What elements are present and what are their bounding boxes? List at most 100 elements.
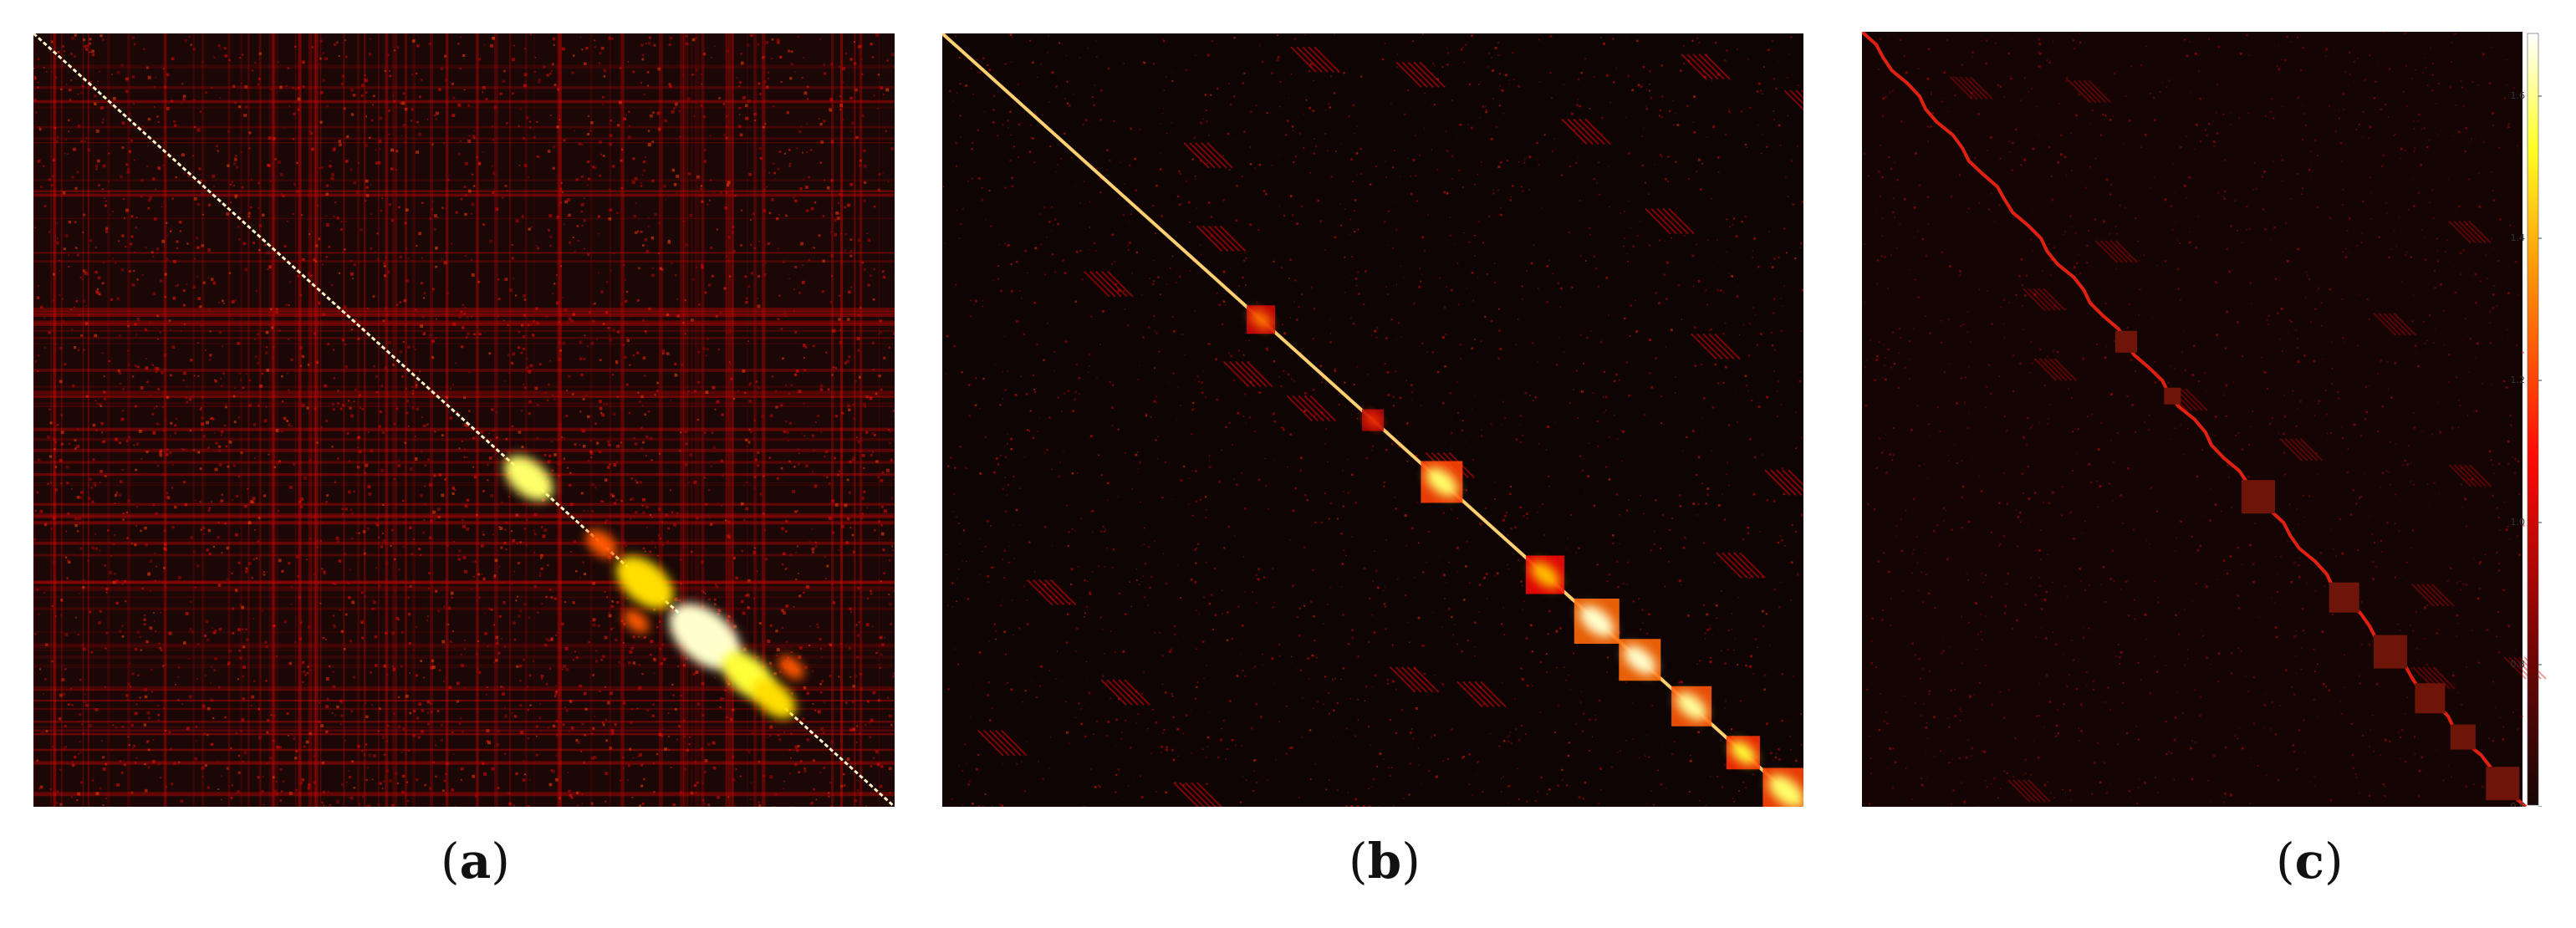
heatmap-a-speckle <box>88 724 92 727</box>
heatmap-a-speckle <box>285 84 288 87</box>
heatmap-a-speckle <box>186 400 188 404</box>
heatmap-a-speckle <box>338 559 342 563</box>
heatmap-a-speckle <box>247 487 249 490</box>
heatmap-a-speckle <box>400 752 403 753</box>
heatmap-a-speckle <box>558 341 561 344</box>
heatmap-a-speckle <box>211 87 213 89</box>
heatmap-b-speckle <box>1351 636 1354 640</box>
heatmap-b-speckle <box>994 363 997 365</box>
heatmap-a-vstripe <box>314 33 319 807</box>
heatmap-a-speckle <box>543 528 548 533</box>
heatmap-a-speckle <box>318 303 320 306</box>
heatmap-b-speckle <box>961 371 963 374</box>
heatmap-a-speckle <box>575 738 579 742</box>
heatmap-a-speckle <box>763 188 766 191</box>
heatmap-a-speckle <box>646 84 649 87</box>
heatmap-a-speckle <box>194 499 196 502</box>
heatmap-a-speckle <box>497 543 500 544</box>
heatmap-a-speckle <box>601 95 604 99</box>
heatmap-a-speckle <box>95 129 99 133</box>
heatmap-a-speckle <box>650 517 653 519</box>
heatmap-a-speckle <box>700 263 704 267</box>
heatmap-a-speckle <box>482 533 485 536</box>
heatmap-b-speckle <box>1654 164 1655 166</box>
heatmap-a-speckle <box>879 635 883 640</box>
heatmap-a-speckle <box>296 161 298 164</box>
heatmap-b-speckle <box>1455 243 1456 245</box>
heatmap-a-speckle <box>156 115 159 118</box>
heatmap-b-speckle <box>1048 220 1051 223</box>
heatmap-a-speckle <box>476 513 478 517</box>
heatmap-a-speckle <box>849 182 854 186</box>
heatmap-a-speckle <box>553 597 557 600</box>
heatmap-a-speckle <box>382 539 386 543</box>
heatmap-a-speckle <box>566 390 568 391</box>
heatmap-b-speckle <box>1283 214 1285 217</box>
heatmap-a-speckle <box>286 420 289 422</box>
heatmap-a-speckle <box>855 380 857 382</box>
heatmap-a-speckle <box>461 326 465 329</box>
heatmap-a-speckle <box>451 82 454 85</box>
heatmap-a-speckle <box>855 742 858 743</box>
heatmap-a-speckle <box>411 393 414 395</box>
heatmap-b-speckle <box>1349 490 1351 492</box>
heatmap-a-speckle <box>340 228 344 232</box>
heatmap-a-speckle <box>869 736 872 738</box>
heatmap-a-speckle <box>790 732 793 735</box>
heatmap-a-speckle <box>238 372 241 375</box>
heatmap-b-speckle <box>1211 628 1215 631</box>
heatmap-a-speckle <box>318 301 320 304</box>
heatmap-a-speckle <box>743 518 746 522</box>
heatmap-a-vstripe <box>33 33 36 807</box>
heatmap-a-speckle <box>594 486 597 489</box>
heatmap-a-speckle <box>865 431 869 434</box>
heatmap-a-speckle <box>848 355 851 359</box>
heatmap-b-speckle <box>1407 621 1410 624</box>
heatmap-a-speckle <box>673 182 677 186</box>
heatmap-a-speckle <box>788 165 791 167</box>
heatmap-a-speckle <box>637 391 640 394</box>
heatmap-a-speckle <box>888 346 891 349</box>
heatmap-a-speckle <box>134 323 137 326</box>
heatmap-a-vstripe <box>658 33 663 807</box>
heatmap-a-speckle <box>52 298 55 302</box>
heatmap-a-speckle <box>515 219 519 223</box>
heatmap-a-speckle <box>709 179 712 181</box>
heatmap-a-speckle <box>610 605 613 608</box>
heatmap-a-speckle <box>859 164 862 167</box>
heatmap-a-speckle <box>674 598 678 602</box>
heatmap-b-speckle <box>1155 401 1158 404</box>
heatmap-a-speckle <box>628 110 630 113</box>
heatmap-b-speckle <box>1598 161 1599 164</box>
heatmap-a-speckle <box>769 414 773 418</box>
heatmap-b-speckle <box>1691 430 1695 432</box>
heatmap-b-speckle <box>1074 390 1077 394</box>
heatmap-a-speckle <box>105 591 108 594</box>
heatmap-a-speckle <box>120 417 125 421</box>
heatmap-a-speckle <box>322 522 324 524</box>
heatmap-a-speckle <box>859 44 863 48</box>
heatmap-b-speckle <box>1011 37 1013 38</box>
heatmap-a-speckle <box>136 365 140 369</box>
heatmap-a-speckle <box>732 710 735 712</box>
heatmap-a-speckle <box>121 635 125 638</box>
heatmap-b-speckle <box>1078 377 1080 380</box>
heatmap-a-speckle <box>184 502 188 507</box>
heatmap-b-speckle <box>1780 329 1783 332</box>
heatmap-a-speckle <box>708 283 712 287</box>
heatmap-a-speckle <box>516 665 519 668</box>
heatmap-a-speckle <box>564 647 569 650</box>
heatmap-b-speckle <box>1576 104 1579 107</box>
heatmap-a-speckle <box>143 618 146 621</box>
heatmap-a-speckle <box>94 165 99 168</box>
heatmap-a-speckle <box>677 665 680 667</box>
heatmap-a-speckle <box>872 757 875 759</box>
heatmap-a-speckle <box>717 613 720 616</box>
heatmap-a-speckle <box>523 773 527 776</box>
heatmap-a-speckle <box>606 596 609 599</box>
heatmap-a-speckle <box>224 54 228 58</box>
heatmap-b-speckle <box>1782 305 1784 308</box>
heatmap-a-speckle <box>586 345 589 348</box>
heatmap-a-speckle <box>875 651 878 655</box>
heatmap-a-vstripe <box>830 33 834 807</box>
